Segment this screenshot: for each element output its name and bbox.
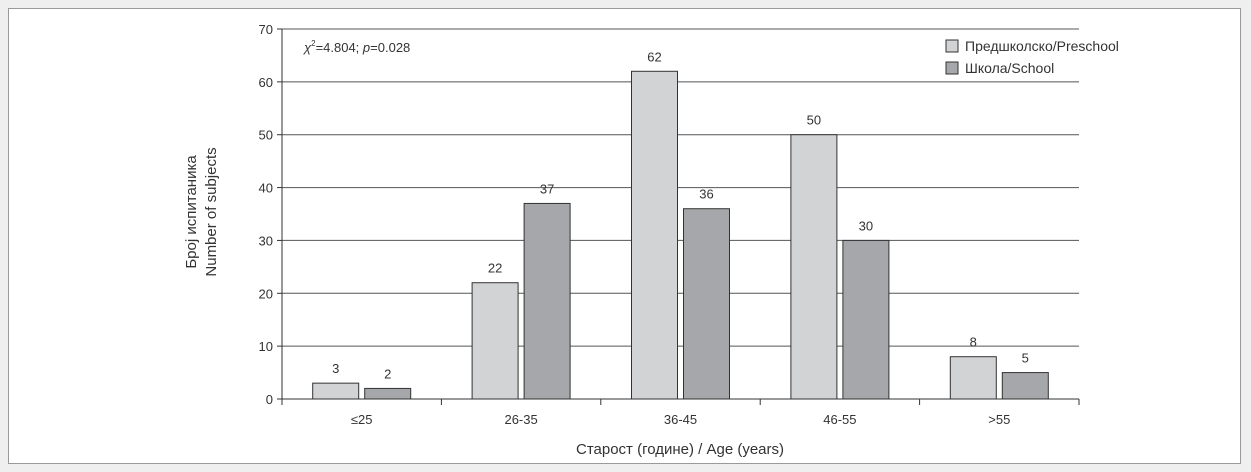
data-label: 22 [488, 261, 502, 276]
axes [277, 28, 1080, 405]
p-value: =0.028 [370, 40, 410, 55]
data-label: 2 [384, 366, 391, 381]
bar-preschool [790, 134, 838, 400]
grid-lines [282, 28, 1079, 347]
data-label: 5 [1022, 351, 1029, 366]
statistics-annotation: χ2=4.804; p=0.028 [303, 39, 410, 55]
bars [312, 70, 1049, 400]
legend-label-preschool: Предшколско/Preschool [965, 38, 1119, 54]
y-tick-label: 60 [259, 75, 273, 90]
y-axis-label-line1: Број испитаника [183, 155, 200, 269]
y-tick-label: 70 [259, 22, 273, 37]
y-tick-label: 30 [259, 233, 273, 248]
bar-preschool [631, 70, 678, 400]
data-label: 62 [647, 49, 661, 64]
x-tick-label: 46-55 [823, 412, 856, 427]
x-tick-label: ≤25 [351, 412, 373, 427]
y-tick-label: 0 [266, 392, 273, 407]
chi-value: =4.804; [316, 40, 363, 55]
legend-label-school: Школа/School [965, 60, 1054, 76]
y-axis-label-line2: Number of subjects [203, 147, 220, 276]
y-tick-label: 10 [259, 339, 273, 354]
y-tick-label: 50 [259, 128, 273, 143]
data-label: 30 [859, 218, 873, 233]
bar-school [364, 387, 412, 400]
bar-preschool [471, 282, 519, 400]
bar-school [842, 239, 890, 400]
y-tick-label: 20 [259, 286, 273, 301]
chi-symbol: χ [303, 40, 312, 55]
data-label: 3 [332, 361, 339, 376]
legend: Предшколско/Preschool Школа/School [945, 38, 1119, 76]
bar-preschool [312, 382, 360, 400]
chi-power: 2 [311, 39, 316, 48]
bar-school [683, 208, 730, 400]
x-tick-label: >55 [988, 412, 1010, 427]
bar-school [523, 202, 571, 400]
legend-swatch-preschool [945, 39, 959, 53]
data-label: 8 [970, 335, 977, 350]
data-label: 37 [540, 181, 554, 196]
data-label: 36 [699, 187, 713, 202]
y-tick-label: 40 [259, 181, 273, 196]
figure-frame: 3 2 22 37 62 36 50 30 8 5 0 10 20 30 40 50 60 70 ≤25 26-35… [8, 8, 1241, 464]
bar-school [1001, 372, 1049, 400]
bar-preschool [949, 356, 997, 400]
p-symbol: p [362, 40, 370, 55]
legend-swatch-school [945, 61, 959, 75]
data-label: 50 [807, 113, 821, 128]
x-tick-label: 26-35 [504, 412, 537, 427]
tick-labels: 0 10 20 30 40 50 60 70 ≤25 26-35 36-45 46-55 >55 [259, 22, 1011, 427]
x-tick-label: 36-45 [664, 412, 697, 427]
x-axis-label: Старост (године) / Age (years) [576, 441, 784, 458]
